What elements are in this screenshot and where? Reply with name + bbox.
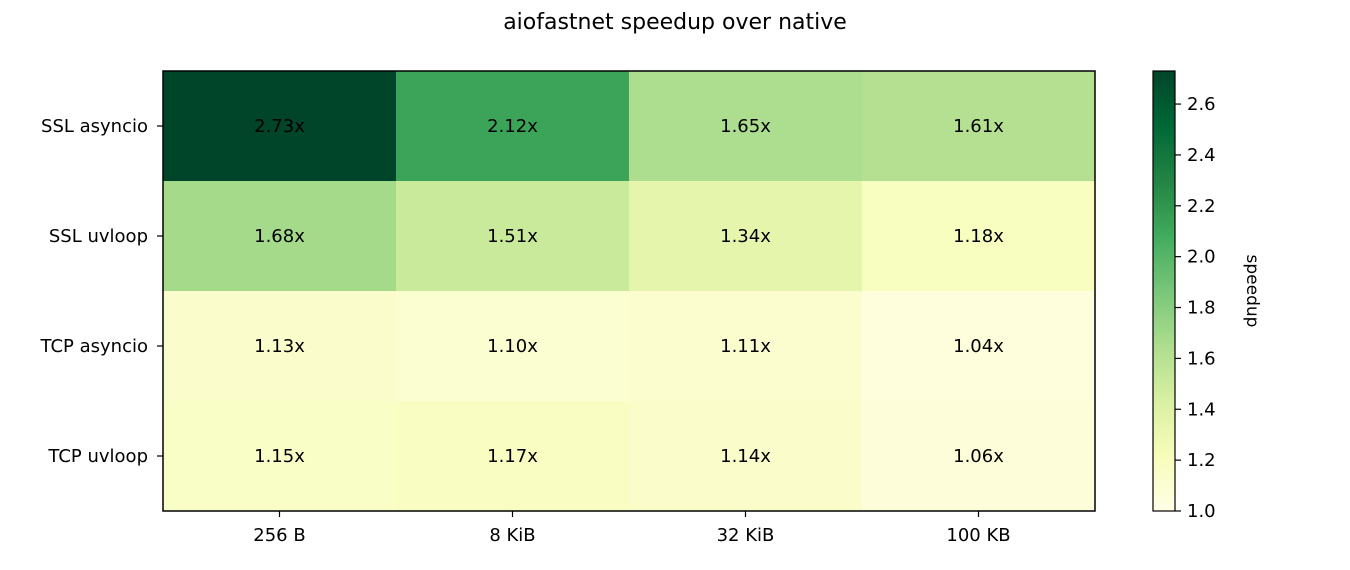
heatmap-cell <box>396 401 630 512</box>
x-tick-label: 100 KB <box>946 525 1010 546</box>
heatmap-cell <box>163 401 397 512</box>
x-axis: 256 B 8 KiB 32 KiB 100 KB <box>253 511 1011 546</box>
cell-value-label: 1.65x <box>720 116 771 137</box>
cell-value-label: 1.13x <box>254 336 305 357</box>
colorbar-tick-label: 2.4 <box>1187 145 1216 166</box>
cell-value-label: 2.73x <box>254 116 305 137</box>
cell-value-label: 1.61x <box>953 116 1004 137</box>
y-axis: SSL asyncio SSL uvloop TCP asyncio TCP uvlo… <box>40 116 163 467</box>
x-tick-label: 32 KiB <box>717 525 775 546</box>
chart-title: aiofastnet speedup over native <box>503 10 847 35</box>
cell-value-label: 1.10x <box>487 336 538 357</box>
heatmap-cell <box>396 71 630 182</box>
y-tick-label: TCP asyncio <box>40 336 148 357</box>
heatmap-cell <box>396 181 630 292</box>
cell-value-label: 1.14x <box>720 446 771 467</box>
cell-value-label: 1.34x <box>720 226 771 247</box>
heatmap-cell-labels: 2.73x 2.12x 1.65x 1.61x 1.68x 1.51x 1.34x 1.18x… <box>254 116 1004 467</box>
colorbar: 1.0 1.2 1.4 1.6 1.8 2.0 2.2 2.4 2.6 speedup <box>1152 70 1262 522</box>
colorbar-tick-label: 1.4 <box>1187 399 1216 420</box>
heatmap-cell <box>862 401 1096 512</box>
plot-frame <box>162 70 1096 512</box>
colorbar-tick-label: 1.0 <box>1187 501 1216 522</box>
heatmap-cell <box>629 401 863 512</box>
cell-value-label: 1.15x <box>254 446 305 467</box>
heatmap-cell <box>629 181 863 292</box>
cell-value-label: 1.51x <box>487 226 538 247</box>
colorbar-tick-label: 2.2 <box>1187 196 1216 217</box>
heatmap-cell <box>629 71 863 182</box>
cell-value-label: 1.17x <box>487 446 538 467</box>
heatmap-cell <box>163 181 397 292</box>
colorbar-label: speedup <box>1242 255 1262 328</box>
heatmap-cell <box>163 71 397 182</box>
y-tick-label: TCP uvloop <box>47 446 148 467</box>
x-tick-label: 8 KiB <box>489 525 535 546</box>
heatmap-cell <box>862 291 1096 402</box>
cell-value-label: 2.12x <box>487 116 538 137</box>
colorbar-tick-label: 1.6 <box>1187 348 1216 369</box>
heatmap-cell <box>396 291 630 402</box>
heatmap-cells <box>163 71 1096 512</box>
heatmap-cell <box>862 71 1096 182</box>
heatmap-cell <box>862 181 1096 292</box>
cell-value-label: 1.06x <box>953 446 1004 467</box>
colorbar-tick-label: 2.0 <box>1187 247 1216 268</box>
heatmap-cell <box>629 291 863 402</box>
colorbar-tick-label: 2.6 <box>1187 94 1216 115</box>
cell-value-label: 1.04x <box>953 336 1004 357</box>
y-tick-label: SSL uvloop <box>49 226 148 247</box>
y-tick-label: SSL asyncio <box>41 116 148 137</box>
heatmap-cell <box>163 291 397 402</box>
cell-value-label: 1.11x <box>720 336 771 357</box>
colorbar-tick-label: 1.2 <box>1187 450 1216 471</box>
x-tick-label: 256 B <box>253 525 305 546</box>
colorbar-gradient <box>1152 70 1176 512</box>
cell-value-label: 1.18x <box>953 226 1004 247</box>
cell-value-label: 1.68x <box>254 226 305 247</box>
colorbar-tick-label: 1.8 <box>1187 298 1216 319</box>
